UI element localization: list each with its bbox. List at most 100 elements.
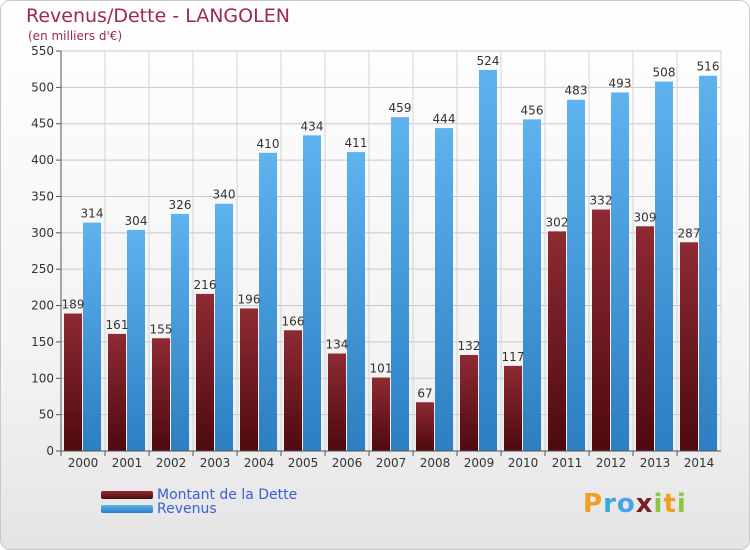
legend-label-revenus: Revenus — [157, 501, 217, 517]
debt-value-label: 101 — [370, 362, 393, 376]
revenus-value-label: 340 — [213, 188, 236, 202]
y-tick-label: 500 — [31, 80, 54, 94]
x-tick-label: 2002 — [156, 456, 187, 470]
legend-item-debt: Montant de la Dette — [101, 487, 297, 503]
debt-bar-2010 — [504, 365, 522, 451]
debt-value-label: 161 — [106, 318, 129, 332]
logo-letter: x — [635, 489, 654, 519]
debt-value-label: 216 — [194, 278, 217, 292]
chart-title: Revenus/Dette - LANGOLEN — [26, 5, 290, 27]
labels-layer: 189 161 155 216 196 166 134 101 67 132 117 302 332 30… — [62, 54, 720, 400]
debt-value-label: 196 — [238, 292, 261, 306]
x-tick-label: 2009 — [464, 456, 495, 470]
axis-layer: 0 50 100 150 200 250 300 350 400 450 500 550 2000 200… — [31, 44, 721, 470]
chart-subtitle: (en milliers d'€) — [28, 29, 123, 43]
debt-value-label: 302 — [546, 215, 569, 229]
revenus-value-label: 314 — [81, 207, 104, 221]
x-tick-label: 2012 — [596, 456, 627, 470]
x-tick-label: 2006 — [332, 456, 363, 470]
revenus-bar-2007 — [391, 117, 409, 451]
y-tick-label: 550 — [31, 44, 54, 58]
revenus-value-label: 459 — [389, 101, 412, 115]
x-tick-label: 2010 — [508, 456, 539, 470]
x-tick-label: 2014 — [684, 456, 715, 470]
bars-layer — [64, 69, 717, 452]
debt-value-label: 309 — [634, 210, 657, 224]
logo-letter: P — [583, 489, 604, 519]
revenus-bar-2003 — [215, 203, 233, 451]
x-tick-label: 2007 — [376, 456, 407, 470]
revenus-value-label: 411 — [345, 136, 368, 150]
debt-bar-2008 — [416, 402, 434, 451]
debt-value-label: 132 — [458, 339, 481, 353]
x-tick-label: 2011 — [552, 456, 583, 470]
legend-item-revenus: Revenus — [101, 501, 217, 517]
debt-value-label: 134 — [326, 338, 349, 352]
revenus-bar-2011 — [567, 99, 585, 452]
logo-letter: i — [676, 489, 687, 519]
x-tick-label: 2000 — [68, 456, 99, 470]
debt-bar-2006 — [328, 353, 346, 451]
debt-bar-2004 — [240, 308, 258, 451]
revenus-bar-2008 — [435, 128, 453, 451]
revenus-bar-2004 — [259, 152, 277, 451]
debt-value-label: 117 — [502, 350, 525, 364]
revenus-value-label: 456 — [521, 103, 544, 117]
y-tick-label: 0 — [46, 444, 54, 458]
revenus-bar-2009 — [479, 69, 497, 451]
x-tick-label: 2008 — [420, 456, 451, 470]
x-tick-label: 2003 — [200, 456, 231, 470]
revenus-bar-2002 — [171, 213, 189, 451]
debt-bar-2002 — [152, 338, 170, 451]
logo-letter: r — [603, 489, 617, 519]
y-tick-label: 150 — [31, 335, 54, 349]
debt-bar-2014 — [680, 242, 698, 451]
debt-bar-2001 — [108, 333, 126, 451]
revenus-bar-2014 — [699, 75, 717, 452]
revenus-bar-2010 — [523, 119, 541, 451]
logo-letter: i — [653, 489, 664, 519]
debt-value-label: 287 — [678, 226, 701, 240]
debt-bar-2005 — [284, 330, 302, 451]
debt-bar-2012 — [592, 209, 610, 451]
revenus-value-label: 304 — [125, 214, 148, 228]
revenus-bar-2000 — [83, 222, 101, 451]
debt-value-label: 166 — [282, 314, 305, 328]
revenus-value-label: 493 — [609, 76, 632, 90]
revenus-value-label: 508 — [653, 66, 676, 80]
y-tick-label: 450 — [31, 117, 54, 131]
revenus-bar-2006 — [347, 152, 365, 451]
revenus-value-label: 483 — [565, 84, 588, 98]
legend-swatch-debt — [101, 491, 153, 499]
debt-bar-2013 — [636, 226, 654, 451]
revenus-value-label: 410 — [257, 137, 280, 151]
y-tick-label: 350 — [31, 189, 54, 203]
debt-bar-2011 — [548, 231, 566, 451]
y-tick-label: 50 — [39, 408, 54, 422]
logo-letter: t — [663, 489, 677, 519]
debt-bar-2003 — [196, 293, 214, 451]
revenus-value-label: 444 — [433, 112, 456, 126]
y-tick-label: 300 — [31, 226, 54, 240]
x-tick-label: 2005 — [288, 456, 319, 470]
revenus-value-label: 524 — [477, 54, 500, 68]
y-tick-label: 100 — [31, 371, 54, 385]
legend-swatch-revenus — [101, 505, 153, 513]
debt-bar-2009 — [460, 355, 478, 451]
proxiti-logo: Proxiti — [583, 489, 687, 519]
revenus-value-label: 434 — [301, 119, 324, 133]
y-tick-label: 400 — [31, 153, 54, 167]
debt-value-label: 332 — [590, 194, 613, 208]
revenus-bar-2001 — [127, 229, 145, 451]
revenus-bar-2005 — [303, 135, 321, 451]
debt-value-label: 67 — [417, 386, 432, 400]
debt-bar-2007 — [372, 377, 390, 451]
revenus-bar-2013 — [655, 81, 673, 451]
debt-bar-2000 — [64, 313, 82, 451]
revenus-bar-2012 — [611, 92, 629, 452]
x-tick-label: 2001 — [112, 456, 143, 470]
x-tick-label: 2004 — [244, 456, 275, 470]
x-tick-label: 2013 — [640, 456, 671, 470]
